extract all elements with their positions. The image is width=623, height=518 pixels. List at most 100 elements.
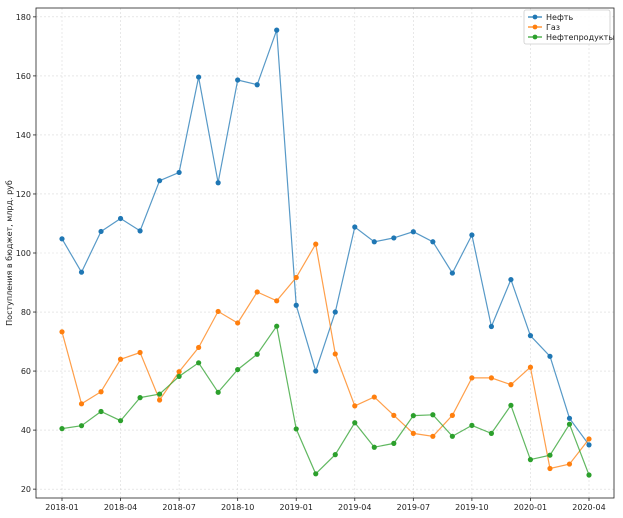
- x-tick-label: 2018-01: [45, 503, 78, 512]
- data-point: [449, 433, 455, 439]
- y-tick-label: 40: [21, 426, 31, 435]
- data-point: [410, 413, 416, 419]
- data-point: [215, 308, 221, 315]
- x-tick-label: 2019-07: [397, 503, 430, 512]
- data-point: [117, 418, 124, 424]
- data-point: [430, 412, 436, 418]
- data-point: [371, 239, 377, 245]
- legend-label: Газ: [546, 23, 560, 32]
- data-point: [59, 426, 65, 432]
- data-point: [508, 276, 514, 283]
- series-layer: [59, 27, 592, 478]
- x-tick-label: 2019-04: [338, 503, 371, 512]
- data-point: [332, 351, 338, 357]
- series-3: [59, 323, 592, 478]
- data-point: [547, 452, 553, 458]
- y-tick-label: 180: [16, 13, 31, 22]
- data-point: [352, 403, 358, 409]
- data-point: [547, 353, 553, 359]
- data-point: [254, 351, 260, 357]
- y-tick-label: 100: [16, 249, 31, 258]
- x-axis: 2018-01 2018-04 2018-07 2018-10 2019-01 2019-…: [45, 498, 606, 512]
- data-point: [547, 465, 553, 472]
- data-point: [156, 391, 163, 397]
- data-point: [488, 323, 495, 330]
- data-point: [313, 471, 319, 477]
- legend-marker: [532, 34, 538, 40]
- legend-marker: [532, 14, 538, 20]
- data-point: [313, 241, 319, 247]
- y-tick-label: 20: [21, 485, 31, 494]
- data-point: [527, 333, 534, 339]
- data-point: [274, 298, 280, 304]
- series-1: [59, 27, 592, 448]
- legend-label: Нефть: [546, 13, 573, 22]
- x-tick-label: 2018-07: [162, 503, 195, 512]
- data-point: [176, 169, 182, 176]
- data-point: [78, 269, 85, 275]
- data-point: [78, 423, 85, 429]
- data-point: [254, 289, 260, 295]
- data-point: [293, 426, 299, 432]
- data-point: [156, 397, 163, 403]
- data-point: [449, 412, 455, 418]
- series-line: [61, 324, 590, 476]
- data-point: [59, 329, 65, 335]
- y-tick-label: 140: [16, 131, 31, 140]
- data-point: [78, 401, 85, 407]
- data-point: [117, 356, 124, 362]
- data-point: [469, 422, 475, 428]
- grid: [36, 8, 614, 498]
- y-tick-label: 80: [21, 308, 31, 317]
- data-point: [196, 74, 202, 80]
- data-point: [352, 224, 358, 230]
- data-point: [176, 369, 182, 375]
- data-point: [137, 395, 143, 401]
- data-point: [137, 349, 143, 356]
- data-point: [137, 228, 143, 234]
- data-point: [527, 457, 534, 463]
- legend-item: Нефтепродукты: [528, 33, 615, 42]
- data-point: [371, 444, 377, 450]
- data-point: [215, 389, 221, 395]
- x-tick-label: 2019-10: [455, 503, 488, 512]
- y-axis-label: Поступления в бюджет, млрд. руб: [5, 180, 14, 326]
- data-point: [98, 228, 104, 235]
- data-point: [469, 375, 475, 381]
- series-line: [61, 29, 590, 446]
- data-point: [156, 178, 163, 184]
- data-point: [352, 420, 358, 426]
- data-point: [586, 436, 592, 442]
- data-point: [449, 270, 455, 276]
- data-point: [391, 412, 397, 418]
- data-point: [508, 382, 514, 388]
- data-point: [196, 344, 202, 351]
- legend-item: Газ: [528, 23, 560, 32]
- data-point: [117, 215, 124, 222]
- data-point: [586, 472, 592, 478]
- legend-box: [523, 9, 611, 45]
- data-point: [332, 452, 338, 458]
- legend-marker: [532, 24, 538, 30]
- data-point: [254, 82, 260, 88]
- x-tick-label: 2020-01: [514, 503, 547, 512]
- data-point: [586, 442, 592, 448]
- data-point: [566, 461, 573, 467]
- data-point: [488, 430, 495, 436]
- x-tick-label: 2018-04: [104, 503, 137, 512]
- data-point: [98, 389, 104, 395]
- series-line: [61, 242, 590, 470]
- data-point: [527, 364, 534, 370]
- data-point: [391, 235, 397, 241]
- data-point: [176, 373, 182, 379]
- y-tick-label: 120: [16, 190, 31, 199]
- data-point: [391, 440, 397, 446]
- data-point: [98, 408, 104, 415]
- x-tick-label: 2019-01: [280, 503, 313, 512]
- legend-item: Нефть: [528, 13, 573, 22]
- y-axis: 20 40 60 80 100 120 140 160 180: [16, 13, 36, 494]
- x-tick-label: 2020-04: [572, 503, 605, 512]
- data-point: [313, 368, 319, 374]
- data-point: [293, 274, 299, 281]
